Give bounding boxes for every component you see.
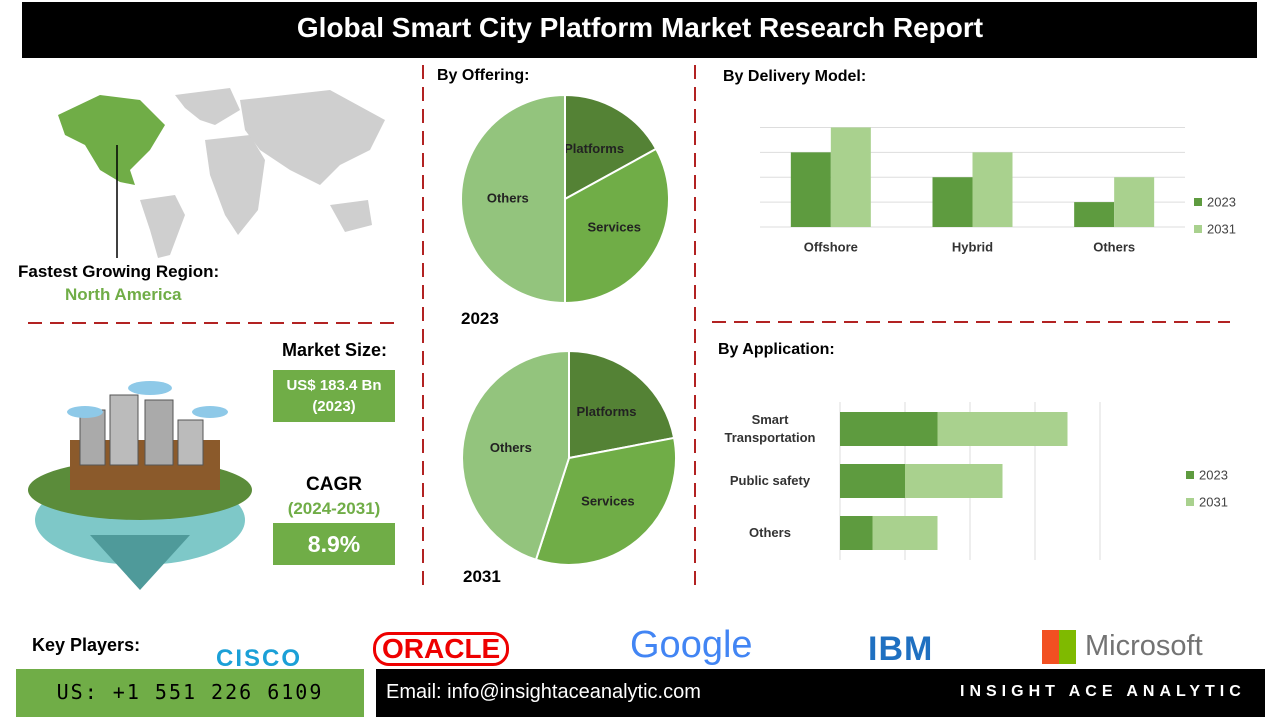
bar	[830, 127, 871, 227]
company-logo: Google	[630, 624, 753, 666]
pie-slice	[564, 93, 658, 201]
cagr-period: (2024-2031)	[287, 499, 381, 518]
dividers	[28, 65, 1230, 590]
chart-title: By Application:	[718, 341, 835, 358]
slice-label: Platforms	[564, 141, 624, 156]
market-size-value: US$ 183.4 Bn	[286, 377, 382, 394]
bar-segment	[905, 464, 1003, 498]
legend-swatch	[1194, 225, 1202, 233]
x-tick-label: Others	[1093, 239, 1135, 254]
north-america	[58, 95, 165, 185]
phone-box	[16, 669, 364, 717]
phone: US: +1 551 226 6109	[56, 680, 324, 704]
legend-label: 2023	[1207, 194, 1236, 209]
title: Global Smart City Platform Market Resear…	[296, 12, 984, 43]
cagr-box	[273, 523, 395, 565]
legend-swatch	[1194, 198, 1202, 206]
title-bar	[22, 2, 1257, 58]
bar	[932, 177, 973, 227]
pie-year: 2031	[463, 567, 501, 586]
bar-segment	[840, 412, 938, 446]
chart-title: By Delivery Model:	[723, 68, 867, 85]
pie-slice	[460, 93, 566, 305]
key-players-label: Key Players:	[32, 635, 141, 655]
brand: INSIGHT ACE ANALYTIC	[960, 683, 1246, 700]
bar	[1074, 202, 1115, 227]
market-size-label: Market Size:	[282, 340, 388, 360]
pie-slice	[534, 436, 677, 566]
world-map	[140, 88, 385, 258]
legend-label: 2031	[1199, 494, 1228, 509]
slice-label: Services	[581, 494, 635, 509]
company-logo: ORACLE	[373, 632, 510, 666]
slice-label: Others	[490, 440, 532, 455]
slice-label: Services	[587, 220, 641, 235]
region-value: North America	[65, 285, 182, 304]
market-size-year: (2023)	[312, 398, 356, 415]
bar	[790, 152, 831, 227]
microsoft-icon	[1042, 630, 1076, 664]
market-size-box	[273, 370, 395, 422]
company-logo: CISCO	[216, 645, 303, 672]
slice-label: Others	[487, 190, 529, 205]
y-tick-label: Public safety	[729, 473, 811, 488]
company-logo: IBM	[868, 630, 934, 668]
bar-segment	[840, 464, 905, 498]
bar	[972, 152, 1013, 227]
x-tick-label: Hybrid	[952, 239, 993, 254]
pie-slice	[564, 147, 670, 305]
cagr-label: CAGR	[306, 474, 362, 495]
y-tick-label: Smart Transportation	[724, 412, 816, 445]
legend-swatch	[1186, 471, 1194, 479]
bar-segment	[840, 516, 873, 550]
chart-title: By Offering:	[437, 67, 530, 84]
bar	[1114, 177, 1155, 227]
legend-label: 2023	[1199, 467, 1228, 482]
bar-segment	[937, 412, 1068, 446]
legend-label: 2031	[1207, 221, 1236, 236]
email: Email: info@insightaceanalytic.com	[386, 681, 701, 703]
slice-label: Platforms	[577, 404, 637, 419]
cagr-value: 8.9%	[307, 531, 361, 557]
pie-slice	[461, 349, 570, 562]
region-label: Fastest Growing Region:	[18, 262, 220, 281]
pie-year: 2023	[461, 309, 499, 328]
company-logo: Microsoft	[1085, 630, 1203, 662]
x-tick-label: Offshore	[804, 239, 858, 254]
bar-segment	[872, 516, 938, 550]
y-tick-label: Others	[749, 525, 791, 540]
email-bar	[376, 669, 1265, 717]
pie-slice	[568, 349, 676, 460]
city-illustration	[28, 381, 252, 590]
legend-swatch	[1186, 498, 1194, 506]
